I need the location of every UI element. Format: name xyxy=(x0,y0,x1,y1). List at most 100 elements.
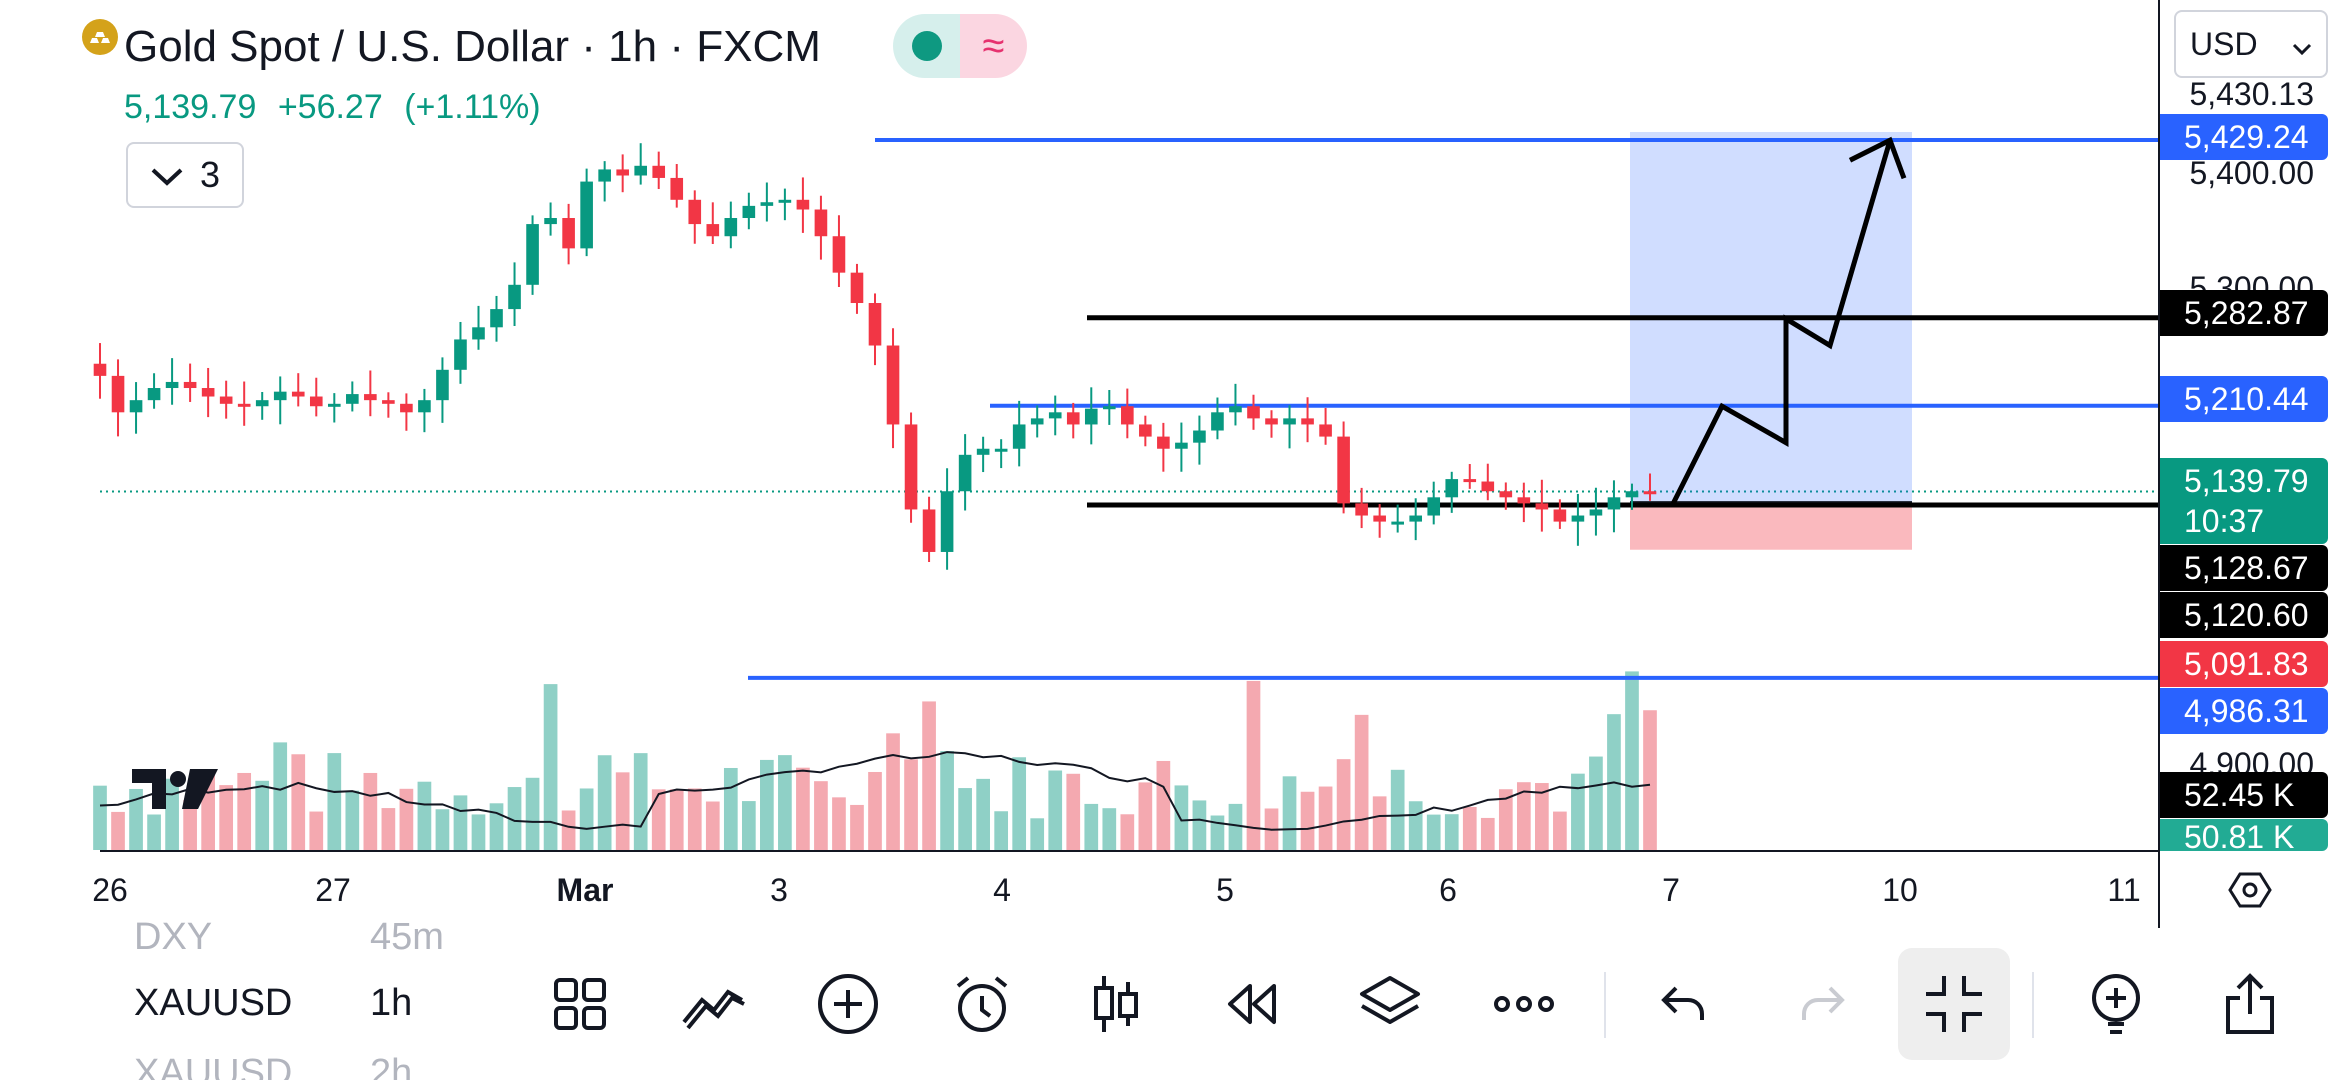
price-change-line: 5,139.79 +56.27 (+1.11%) xyxy=(124,88,553,127)
price-chart[interactable] xyxy=(0,0,2160,928)
candle-body xyxy=(1571,515,1585,522)
candle-body xyxy=(688,199,702,225)
volume-bar xyxy=(147,814,161,850)
grid-icon[interactable] xyxy=(544,968,616,1040)
candle-body xyxy=(760,202,774,206)
more-icon[interactable] xyxy=(1488,968,1560,1040)
time-tick: 5 xyxy=(1216,872,1234,908)
level-label-support-2[interactable]: 5,120.60 xyxy=(2160,592,2328,638)
currency-value: USD xyxy=(2190,25,2258,62)
volume-bar xyxy=(1156,760,1171,850)
candle-body xyxy=(1211,412,1224,431)
chart-type-icon[interactable] xyxy=(1080,968,1152,1040)
volume-bar xyxy=(1372,796,1387,850)
candle-body xyxy=(1283,418,1296,425)
time-tick: 4 xyxy=(993,872,1011,908)
bar-countdown: 10:37 xyxy=(2184,503,2265,539)
candle-body xyxy=(886,345,900,425)
last-price-label[interactable]: 5,139.79 10:37 xyxy=(2160,458,2328,544)
volume-bar xyxy=(1246,680,1261,850)
candle-body xyxy=(201,388,215,397)
candle-body xyxy=(1121,406,1134,425)
add-icon[interactable] xyxy=(812,968,884,1040)
volume-bar xyxy=(994,811,1009,850)
share-icon[interactable] xyxy=(2214,968,2286,1040)
candle-body xyxy=(562,218,575,249)
candle-body xyxy=(526,224,539,285)
indicators-toggle-button[interactable]: 3 xyxy=(126,142,244,208)
candle-body xyxy=(1427,497,1441,516)
level-label-blue[interactable]: 5,210.44 xyxy=(2160,376,2328,422)
volume-bar xyxy=(309,811,324,850)
candle-body xyxy=(544,218,557,225)
next-symbol[interactable]: XAUUSD xyxy=(134,1052,293,1080)
volume-bar xyxy=(1589,756,1603,850)
candle-body xyxy=(165,381,179,389)
prev-interval[interactable]: 45m xyxy=(370,916,444,952)
currency-select[interactable]: USD xyxy=(2174,10,2328,78)
idea-icon[interactable] xyxy=(2080,968,2152,1040)
candle-body xyxy=(1229,406,1242,413)
prev-symbol[interactable]: DXY xyxy=(134,916,213,952)
layers-icon[interactable] xyxy=(1354,968,1426,1040)
level-label-target[interactable]: 5,429.24 xyxy=(2160,114,2328,160)
volume-bar xyxy=(525,777,540,850)
next-interval[interactable]: 2h xyxy=(370,1052,413,1080)
candle-body xyxy=(634,165,648,176)
volume-bar xyxy=(922,701,936,850)
undo-icon[interactable] xyxy=(1648,968,1720,1040)
volume-bar xyxy=(1408,801,1423,850)
candle-body xyxy=(742,205,756,219)
market-status-pill[interactable]: ≈ xyxy=(893,14,1027,78)
volume-bar xyxy=(1535,783,1549,850)
chevron-down-icon xyxy=(150,154,184,196)
candle-body xyxy=(147,388,161,401)
volume-bar xyxy=(219,785,234,850)
price-scale-divider xyxy=(2158,0,2160,928)
redo-icon[interactable] xyxy=(1786,968,1858,1040)
volume-bar xyxy=(129,788,143,850)
replay-icon[interactable] xyxy=(1214,968,1286,1040)
current-symbol[interactable]: XAUUSD xyxy=(134,982,293,1024)
volume-bar xyxy=(1066,773,1081,850)
alert-icon[interactable] xyxy=(946,968,1018,1040)
candle-body xyxy=(814,209,828,237)
volume-bar xyxy=(363,772,378,850)
candle-body xyxy=(1409,515,1423,522)
volume-bar xyxy=(543,684,558,850)
current-interval[interactable]: 1h xyxy=(370,982,413,1024)
candle-body xyxy=(976,448,990,455)
candle-body xyxy=(309,396,323,407)
volume-bar xyxy=(615,772,630,850)
level-label-resistance[interactable]: 5,282.87 xyxy=(2160,290,2328,336)
hexagon-settings-icon[interactable] xyxy=(2228,868,2272,917)
candle-body xyxy=(670,177,684,200)
volume-bar xyxy=(1643,710,1657,850)
volume-bar xyxy=(1571,773,1585,850)
volume-bar xyxy=(327,753,342,850)
candle-body xyxy=(922,509,936,552)
candle-body xyxy=(1589,509,1603,516)
drawing-tools-icon[interactable] xyxy=(678,968,750,1040)
volume-bar xyxy=(1048,770,1063,850)
last-price: 5,139.79 xyxy=(124,88,257,126)
volume-bar xyxy=(399,788,414,850)
level-label-stop[interactable]: 5,091.83 xyxy=(2160,641,2328,687)
candle-body xyxy=(418,400,431,413)
volume-bar xyxy=(579,788,594,850)
level-label-blue-low[interactable]: 4,986.31 xyxy=(2160,688,2328,734)
tradingview-logo-icon xyxy=(132,767,220,816)
collapse-icon[interactable] xyxy=(1898,948,2010,1060)
symbol-title[interactable]: Gold Spot / U.S. Dollar · 1h · FXCM xyxy=(124,22,821,71)
volume-bar xyxy=(760,759,774,850)
level-label-support[interactable]: 5,128.67 xyxy=(2160,545,2328,591)
candle-body xyxy=(93,363,107,376)
time-axis-divider xyxy=(100,850,2160,852)
candle-body xyxy=(1030,418,1044,425)
volume-bar xyxy=(940,751,954,850)
volume-bar xyxy=(1084,803,1099,850)
volume-bar xyxy=(1282,776,1297,850)
time-tick: 7 xyxy=(1662,872,1680,908)
volume-bar xyxy=(832,797,846,850)
gold-logo-icon xyxy=(82,19,118,55)
